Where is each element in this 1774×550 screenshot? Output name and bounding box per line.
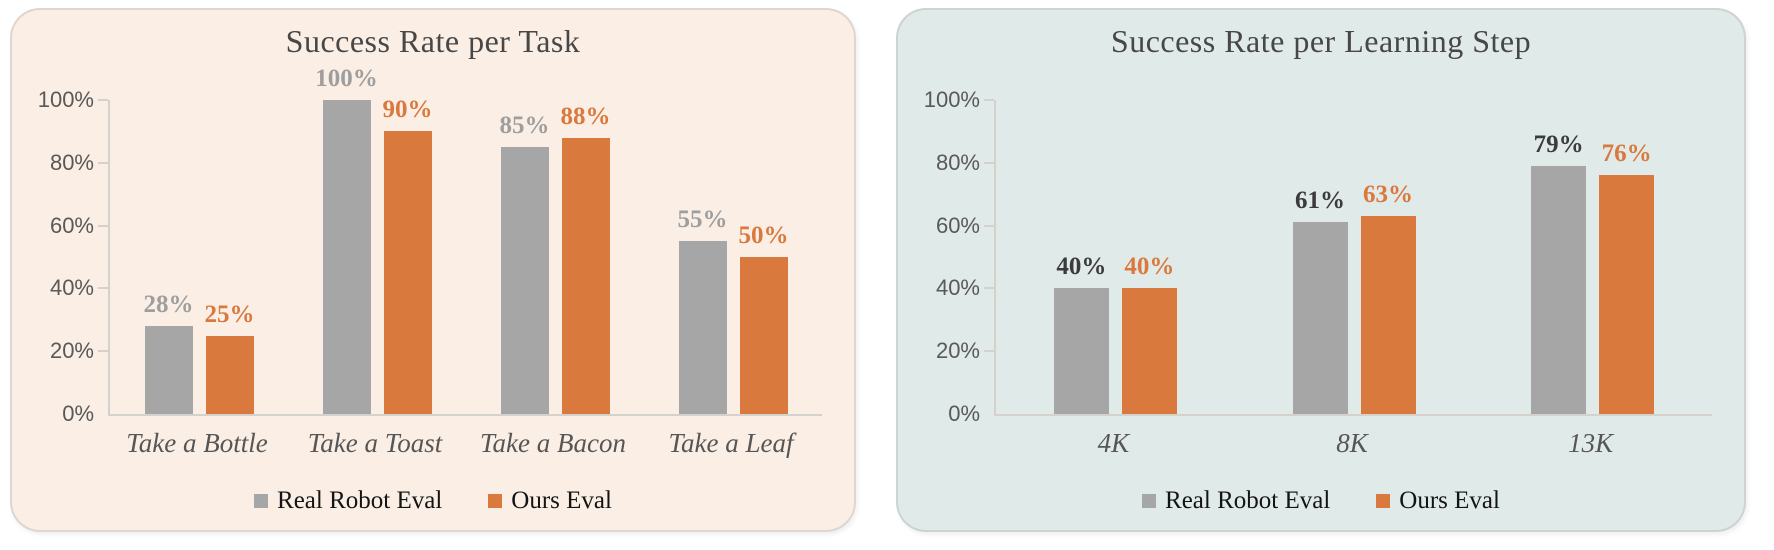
bar-ours-eval-take-a-bacon: 88%: [561, 103, 611, 414]
bar-group-take-a-toast: 100% 90%: [288, 65, 466, 414]
x-category-label-take-a-bottle: Take a Bottle: [126, 428, 268, 458]
bar-real-robot-eval-take-a-bacon: 85%: [500, 112, 550, 414]
bar-value-label: 28%: [143, 291, 194, 319]
x-axis-labels: 4K 8K 13K: [994, 428, 1710, 459]
x-category-label-8k: 8K: [1336, 428, 1368, 458]
bar-group-take-a-bottle: 28% 25%: [110, 100, 288, 414]
chart-panel-success-rate-per-learning-step: Success Rate per Learning Step 40% 40% 61%…: [896, 8, 1746, 532]
y-axis-tick-mark: [98, 350, 108, 353]
legend-item-ours-eval: Ours Eval: [488, 487, 612, 515]
bar-ours-eval-take-a-leaf: 50%: [739, 222, 789, 414]
bar-real-robot-eval-take-a-bottle: 28%: [144, 291, 194, 414]
legend-item-real-robot-eval: Real Robot Eval: [254, 487, 442, 515]
y-axis-tick-label: 40%: [935, 275, 980, 301]
y-axis-tick-mark: [98, 224, 108, 227]
y-axis-tick-label: 20%: [49, 338, 94, 364]
y-axis-tick-label: 80%: [935, 149, 980, 175]
x-category-label-take-a-leaf: Take a Leaf: [668, 428, 794, 458]
legend-item-real-robot-eval: Real Robot Eval: [1142, 487, 1330, 515]
bar-value-label: 85%: [499, 112, 550, 140]
x-category-label-take-a-bacon: Take a Bacon: [480, 428, 626, 458]
bar-real-robot-eval-take-a-leaf: 55%: [678, 206, 728, 414]
legend-label: Ours Eval: [511, 487, 612, 514]
bar-value-label: 40%: [1124, 253, 1175, 281]
y-axis-tick-label: 0%: [62, 401, 94, 426]
bar-value-label: 25%: [204, 300, 255, 328]
bar-value-label: 40%: [1056, 253, 1107, 281]
y-axis-tick-mark: [98, 99, 108, 101]
bar-value-label: 55%: [677, 206, 728, 234]
bar-real-robot-eval-take-a-toast: 100%: [315, 65, 378, 414]
bar-group-4k: 40% 40%: [996, 100, 1235, 414]
y-axis-tick-label: 100%: [923, 87, 980, 112]
bar-group-take-a-bacon: 85% 88%: [466, 100, 644, 414]
bar-value-label: 79%: [1533, 130, 1584, 158]
y-axis-tick-mark: [984, 99, 994, 101]
y-axis-tick-label: 0%: [948, 401, 980, 426]
bar-ours-eval-8k: 63%: [1360, 181, 1416, 414]
y-axis-tick-mark: [984, 224, 994, 227]
bars-layer: 28% 25% 100% 90% 85% 88% 55% 50%: [110, 65, 822, 414]
plot-area: 40% 40% 61% 63% 79% 76% 100% 80% 60% 40% 20% 0%: [924, 87, 1712, 426]
bar-value-label: 100%: [315, 65, 378, 92]
chart-title: Success Rate per Learning Step: [1110, 23, 1532, 59]
legend-label: Real Robot Eval: [277, 487, 443, 514]
legend-label: Real Robot Eval: [1165, 487, 1331, 514]
y-axis-tick-mark: [98, 161, 108, 164]
y-axis-tick-mark: [984, 161, 994, 164]
bar-ours-eval-13k: 76%: [1599, 140, 1655, 414]
y-axis-tick-mark: [984, 287, 994, 290]
legend-marker-ours-eval: [1376, 494, 1391, 508]
bar-real-robot-eval-4k: 40%: [1053, 253, 1109, 414]
y-axis-tick-label: 40%: [49, 275, 94, 301]
bar-value-label: 63%: [1363, 181, 1413, 209]
y-axis-tick-mark: [98, 287, 108, 290]
bar-group-take-a-leaf: 55% 50%: [644, 100, 822, 414]
bar-ours-eval-4k: 40%: [1121, 253, 1177, 414]
bar-value-label: 61%: [1295, 187, 1345, 215]
legend-marker-real-robot-eval: [254, 494, 269, 508]
legend: Real Robot Eval Ours Eval: [12, 487, 854, 515]
y-axis-tick-label: 60%: [935, 212, 980, 238]
plot-area: 28% 25% 100% 90% 85% 88% 55% 50% 100% 80% 60% 40% 2…: [38, 65, 822, 426]
bar-value-label: 50%: [738, 222, 789, 249]
x-category-label-4k: 4K: [1097, 428, 1130, 458]
bar-ours-eval-take-a-toast: 90%: [383, 96, 433, 414]
x-axis-labels: Take a Bottle Take a Toast Take a Bacon Tak…: [108, 428, 820, 459]
y-axis-tick-label: 80%: [49, 149, 94, 175]
bar-ours-eval-take-a-bottle: 25%: [205, 301, 255, 414]
y-axis-tick-label: 60%: [49, 212, 94, 238]
legend-label: Ours Eval: [1399, 487, 1500, 514]
bars-layer: 40% 40% 61% 63% 79% 76%: [996, 100, 1712, 414]
y-axis-tick-label: 20%: [935, 338, 980, 364]
legend-marker-ours-eval: [488, 494, 503, 508]
bar-value-label: 76%: [1601, 140, 1652, 168]
bar-group-8k: 61% 63%: [1235, 100, 1474, 414]
legend: Real Robot Eval Ours Eval: [898, 487, 1744, 515]
y-axis-tick-label: 100%: [37, 87, 94, 112]
bar-value-label: 90%: [382, 96, 433, 124]
y-axis-tick-mark: [984, 350, 994, 353]
x-category-label-13k: 13K: [1568, 428, 1614, 458]
bar-real-robot-eval-13k: 79%: [1531, 131, 1587, 414]
chart-title: Success Rate per Task: [285, 23, 581, 59]
legend-item-ours-eval: Ours Eval: [1376, 487, 1500, 515]
x-category-label-take-a-toast: Take a Toast: [307, 428, 443, 458]
bar-value-label: 88%: [560, 102, 611, 130]
bar-group-13k: 79% 76%: [1473, 100, 1712, 414]
legend-marker-real-robot-eval: [1142, 494, 1157, 508]
chart-panel-success-rate-per-task: Success Rate per Task 28% 25% 100% 90% 85% 88…: [10, 8, 856, 532]
bar-real-robot-eval-8k: 61%: [1292, 187, 1348, 414]
